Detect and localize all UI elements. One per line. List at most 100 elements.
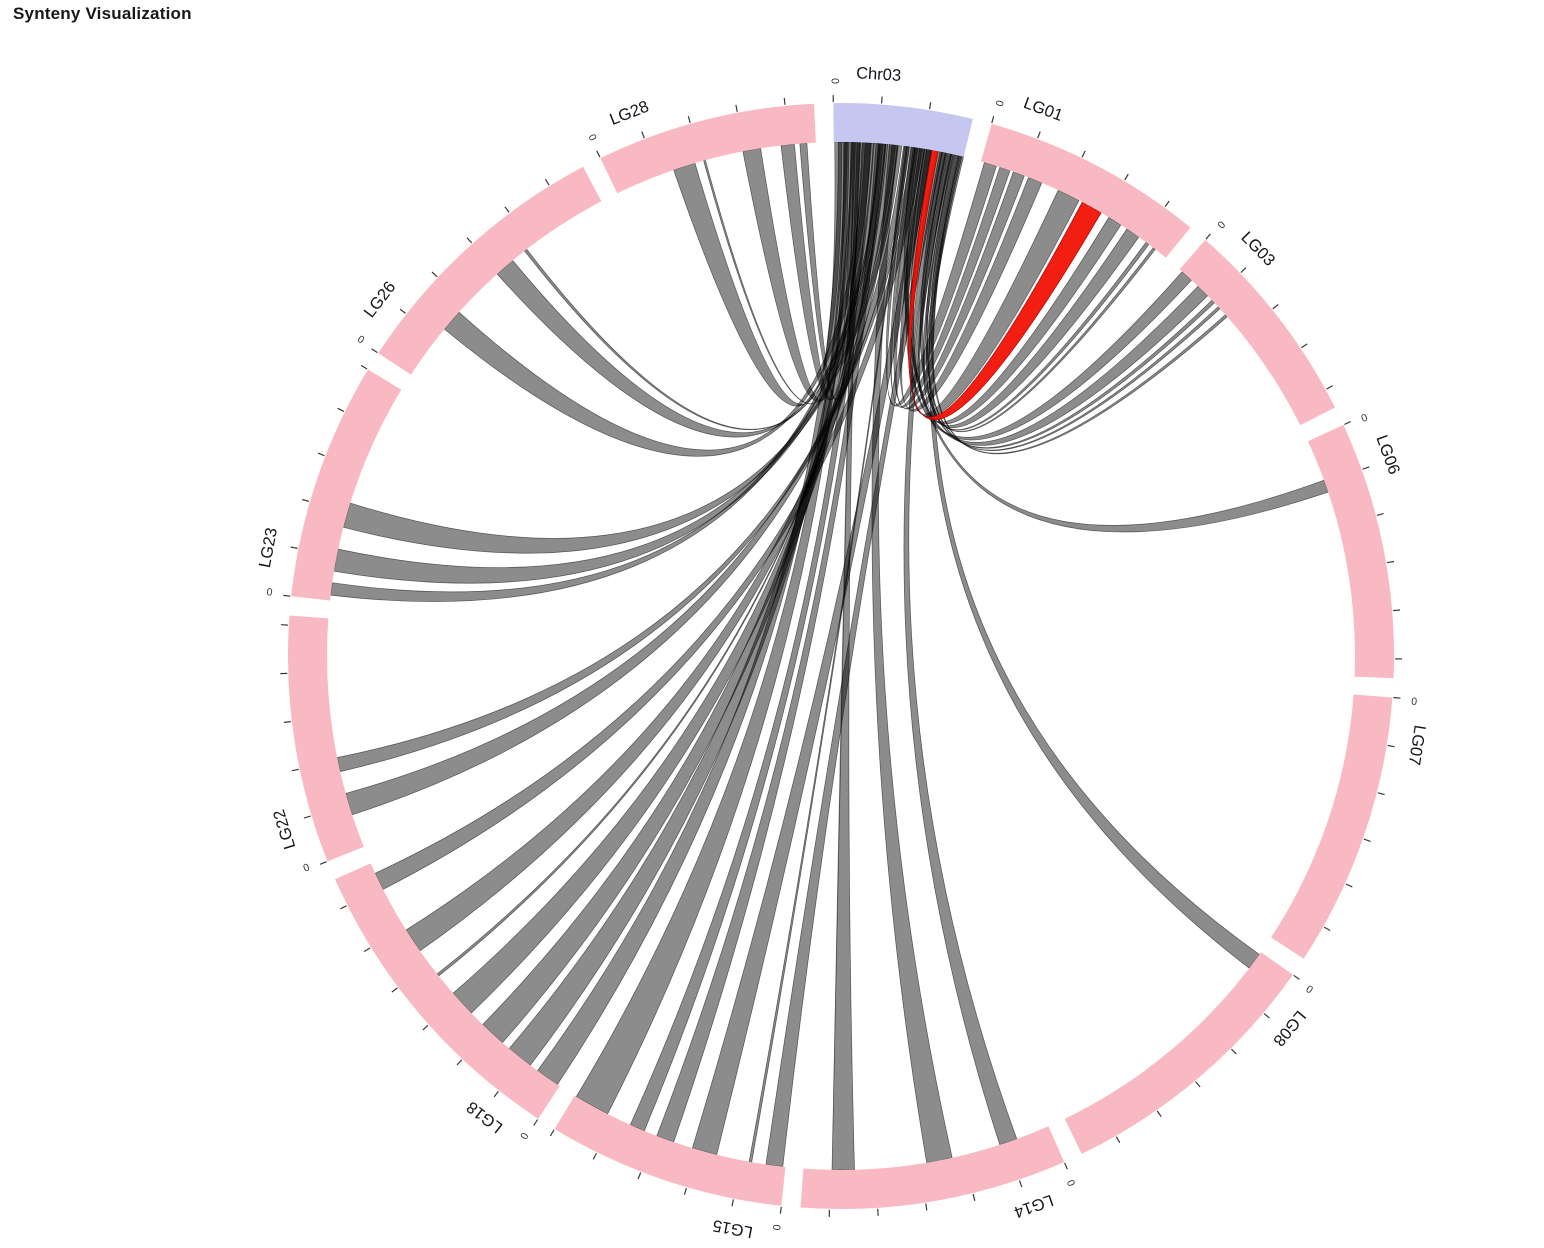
axis-tick-LG08 bbox=[1293, 974, 1300, 980]
axis-tick-LG28 bbox=[596, 150, 601, 158]
axis-tick-LG18 bbox=[533, 1119, 539, 1126]
axis-tick-LG07 bbox=[1363, 838, 1371, 842]
axis-tick-LG22 bbox=[291, 768, 299, 772]
axis-tick-LG22 bbox=[283, 721, 291, 723]
axis-tick-LG28 bbox=[783, 97, 786, 105]
axis-tick-LG06 bbox=[1393, 609, 1401, 612]
axis-tick-LG14 bbox=[877, 1208, 879, 1216]
sector-label-LG15: LG15 bbox=[711, 1216, 754, 1241]
link-ribbon-Chr03-LG01 bbox=[885, 145, 997, 407]
axis-tick-LG14 bbox=[1018, 1180, 1023, 1188]
axis-tick-LG08 bbox=[1195, 1081, 1201, 1088]
axis-tick-LG18 bbox=[363, 947, 371, 953]
axis-ticks bbox=[280, 95, 1402, 1217]
axis-tick-LG26 bbox=[544, 178, 550, 186]
sector-arc-LG15 bbox=[554, 1095, 786, 1206]
axis-zero-label-LG26: 0 bbox=[356, 332, 368, 345]
axis-tick-LG15 bbox=[731, 1199, 734, 1207]
axis-tick-LG07 bbox=[1393, 696, 1401, 699]
sector-arc-LG28 bbox=[600, 103, 816, 194]
axis-zero-label-LG14: 0 bbox=[1064, 1178, 1077, 1188]
axis-tick-LG06 bbox=[1376, 513, 1384, 516]
axis-tick-LG18 bbox=[456, 1059, 463, 1066]
axis-tick-LG14 bbox=[972, 1193, 976, 1201]
axis-tick-LG28 bbox=[687, 116, 691, 124]
sector-label-LG23: LG23 bbox=[256, 526, 281, 569]
link-ribbon-Chr03-LG01 bbox=[893, 147, 1025, 410]
axis-zero-label-LG01: 0 bbox=[994, 99, 1007, 108]
axis-tick-LG18 bbox=[422, 1024, 429, 1031]
axis-tick-LG07 bbox=[1345, 883, 1353, 888]
sector-arc-LG08 bbox=[1064, 952, 1293, 1154]
axis-tick-LG01 bbox=[991, 116, 995, 124]
sector-arc-Chr03 bbox=[833, 103, 973, 157]
axis-tick-LG06 bbox=[1344, 421, 1351, 426]
axis-tick-LG22 bbox=[303, 815, 311, 819]
axis-zero-label-LG03: 0 bbox=[1215, 219, 1228, 231]
axis-tick-LG22 bbox=[319, 861, 327, 865]
sector-label-LG06: LG06 bbox=[1372, 433, 1403, 477]
axis-tick-LG03 bbox=[1326, 385, 1333, 390]
sector-label-LG03: LG03 bbox=[1237, 228, 1278, 269]
axis-tick-LG28 bbox=[641, 131, 645, 139]
sector-arc-LG23 bbox=[291, 369, 402, 601]
axis-tick-LG23 bbox=[317, 452, 325, 457]
link-ribbons bbox=[330, 141, 1329, 1171]
axis-tick-LG26 bbox=[504, 206, 510, 213]
axis-tick-LG18 bbox=[493, 1091, 499, 1098]
axis-tick-LG23 bbox=[283, 594, 291, 597]
sector-label-LG18: LG18 bbox=[463, 1098, 506, 1137]
axis-zero-label-LG15: 0 bbox=[770, 1224, 783, 1231]
axis-tick-LG18 bbox=[340, 905, 347, 910]
axis-zero-label-LG08: 0 bbox=[1303, 983, 1315, 996]
axis-tick-LG28 bbox=[735, 104, 738, 112]
axis-tick-Chr03 bbox=[881, 96, 883, 104]
axis-tick-LG01 bbox=[1164, 200, 1170, 208]
axis-zero-label-LG18: 0 bbox=[517, 1130, 530, 1142]
link-ribbon-Chr03-LG15 bbox=[629, 142, 871, 1132]
axis-tick-LG15 bbox=[592, 1152, 597, 1160]
link-ribbon-Chr03-LG01 bbox=[927, 155, 1156, 432]
axis-tick-LG26 bbox=[399, 308, 406, 314]
axis-tick-LG15 bbox=[549, 1129, 555, 1137]
sector-arcs bbox=[288, 103, 1395, 1209]
link-ribbon-Chr03-LG14 bbox=[831, 141, 861, 1171]
axis-zero-label-LG06: 0 bbox=[1359, 412, 1369, 425]
sector-label-LG08: LG08 bbox=[1269, 1007, 1309, 1050]
link-ribbon-Chr03-LG22 bbox=[336, 146, 916, 773]
axis-tick-LG06 bbox=[1386, 560, 1395, 564]
link-ribbon-Chr03-LG01 bbox=[899, 148, 1043, 412]
axis-tick-LG23 bbox=[302, 498, 310, 502]
sector-arc-LG22 bbox=[288, 615, 364, 862]
sector-arc-LG07 bbox=[1271, 694, 1393, 959]
axis-tick-LG15 bbox=[683, 1187, 687, 1195]
link-ribbon-Chr03-LG15 bbox=[575, 141, 854, 1115]
axis-tick-LG03 bbox=[1272, 304, 1279, 310]
sector-label-LG01: LG01 bbox=[1021, 94, 1065, 125]
sector-arc-LG06 bbox=[1308, 424, 1395, 679]
link-ribbon-Chr03-LG01 bbox=[926, 155, 1150, 431]
axis-tick-LG08 bbox=[1230, 1048, 1237, 1055]
axis-tick-LG26 bbox=[466, 237, 473, 244]
axis-tick-LG18 bbox=[391, 987, 398, 993]
axis-tick-LG08 bbox=[1115, 1136, 1121, 1144]
link-ribbon-Chr03-LG06 bbox=[903, 146, 1329, 533]
axis-tick-LG14 bbox=[1064, 1162, 1068, 1170]
link-ribbon-Chr03-LG01 bbox=[922, 154, 1140, 429]
axis-tick-LG01 bbox=[1081, 150, 1086, 158]
axis-tick-LG01 bbox=[1124, 173, 1129, 181]
sector-label-Chr03: Chr03 bbox=[856, 64, 902, 85]
axis-zero-label-LG23: 0 bbox=[266, 585, 273, 598]
link-ribbon-Chr03-LG01-highlight bbox=[908, 149, 1102, 421]
axis-tick-Chr03 bbox=[929, 102, 932, 110]
sector-arc-LG14 bbox=[800, 1126, 1065, 1209]
axis-zero-label-LG28: 0 bbox=[587, 132, 600, 143]
axis-tick-LG08 bbox=[1156, 1110, 1162, 1118]
sector-arc-LG18 bbox=[335, 863, 560, 1119]
axis-tick-LG23 bbox=[290, 546, 298, 549]
axis-tick-LG23 bbox=[337, 407, 345, 412]
axis-tick-LG15 bbox=[779, 1206, 782, 1214]
link-ribbon-Chr03-LG01 bbox=[890, 146, 1011, 408]
sector-label-LG28: LG28 bbox=[607, 97, 651, 128]
